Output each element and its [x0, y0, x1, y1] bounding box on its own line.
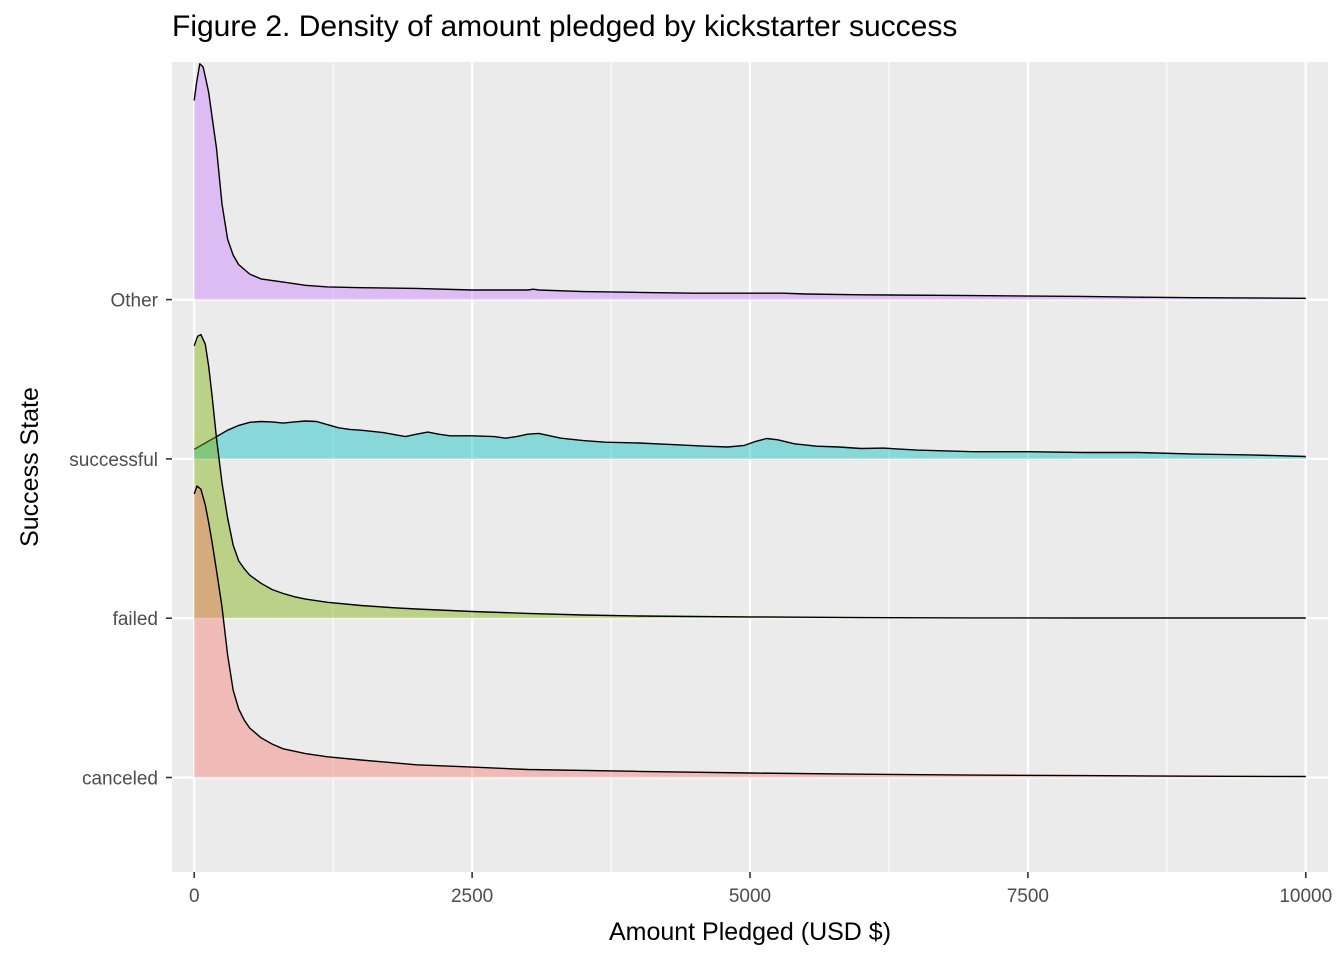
x-tick-label: 7500: [1007, 886, 1049, 907]
ridge-area-successful: [194, 421, 1306, 459]
y-tick-label: failed: [113, 609, 158, 630]
x-tick-label: 2500: [451, 886, 493, 907]
y-tick-label: successful: [69, 450, 158, 471]
grid-major-x: [193, 62, 1307, 872]
ridge-line-failed: [193, 333, 1306, 619]
grid-minor-x: [332, 62, 1168, 872]
y-axis: canceled failed successful Other: [69, 291, 172, 790]
x-axis: 0 2500 5000 7500 10000: [189, 872, 1332, 907]
x-tick-label: 10000: [1279, 886, 1332, 907]
x-tick-label: 5000: [729, 886, 771, 907]
y-axis-title: Success State: [16, 387, 44, 547]
y-tick-label: Other: [110, 291, 158, 312]
x-tick-label: 0: [189, 886, 200, 907]
y-tick-label: canceled: [82, 769, 158, 790]
ridge-line-successful: [193, 420, 1306, 458]
density-ridges: [193, 63, 1306, 778]
ridge-line-other: [193, 63, 1306, 299]
ridge-line-canceled: [193, 485, 1306, 778]
chart-title: Figure 2. Density of amount pledged by k…: [172, 10, 958, 43]
x-axis-title: Amount Pledged (USD $): [609, 918, 891, 946]
